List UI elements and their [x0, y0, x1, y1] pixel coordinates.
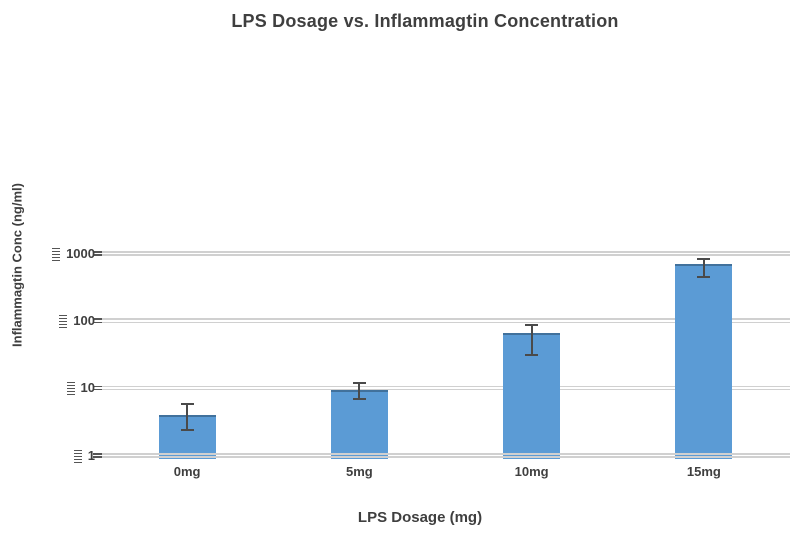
x-tick-label: 15mg	[686, 464, 721, 479]
y-minor-ticks	[66, 394, 75, 396]
y-minor-ticks	[51, 256, 60, 258]
y-minor-ticks	[51, 253, 60, 255]
y-minor-ticks	[66, 391, 75, 393]
error-bar-cap-top	[525, 323, 539, 326]
gridline-major	[101, 453, 790, 455]
y-axis-tick	[93, 385, 102, 388]
y-minor-ticks	[74, 455, 83, 457]
y-axis-tick	[93, 318, 102, 320]
y-minor-ticks	[51, 250, 60, 252]
error-bar-line	[358, 382, 361, 399]
y-minor-ticks	[66, 385, 75, 387]
y-minor-ticks	[74, 458, 83, 460]
y-minor-ticks	[59, 317, 68, 319]
gridline-minor	[101, 254, 790, 256]
y-minor-ticks	[74, 452, 83, 454]
error-bar-cap-bottom	[525, 354, 539, 357]
y-axis-tick	[93, 251, 102, 253]
y-minor-ticks	[59, 323, 68, 325]
x-tick-label: 10mg	[514, 464, 549, 479]
gridline-major	[101, 251, 790, 253]
error-bar-line	[186, 404, 189, 430]
y-tick-label: 10	[80, 380, 95, 396]
gridline-minor	[101, 388, 790, 391]
gridline-minor	[101, 321, 790, 323]
error-bar-line	[702, 259, 705, 277]
y-minor-ticks	[51, 259, 60, 261]
y-axis-tick	[93, 456, 102, 458]
y-minor-ticks	[74, 461, 83, 463]
bar	[330, 389, 388, 460]
gridline-major	[101, 318, 790, 320]
y-axis-tick	[93, 254, 102, 256]
error-bar-cap-top	[697, 258, 711, 261]
y-minor-ticks	[66, 382, 75, 384]
y-minor-ticks	[74, 449, 83, 451]
bar	[675, 264, 733, 460]
error-bar-cap-top	[180, 403, 194, 406]
y-tick-label: 1	[87, 447, 95, 463]
y-tick-label: 100	[73, 312, 95, 328]
y-minor-ticks	[66, 388, 75, 390]
y-axis-tick	[93, 321, 102, 323]
error-bar-cap-bottom	[352, 397, 366, 400]
y-minor-ticks	[59, 314, 68, 316]
x-tick-label: 0mg	[173, 464, 201, 479]
y-tick-label: 1000	[66, 245, 95, 261]
chart-title: LPS Dosage vs. Inflammagtin Concentratio…	[231, 11, 619, 31]
error-bar-cap-bottom	[180, 428, 194, 431]
gridline-major	[101, 385, 790, 388]
y-minor-ticks	[51, 247, 60, 249]
error-bar-cap-bottom	[697, 275, 711, 278]
error-bar-line	[530, 324, 533, 356]
y-axis-tick	[93, 388, 102, 391]
y-minor-ticks	[59, 320, 68, 322]
gridline-minor	[101, 456, 790, 458]
error-bar-cap-top	[352, 381, 366, 384]
y-axis-tick	[93, 453, 102, 455]
y-minor-ticks	[59, 326, 68, 328]
x-axis-title: LPS Dosage (mg)	[357, 509, 483, 526]
x-tick-label: 5mg	[346, 464, 373, 479]
